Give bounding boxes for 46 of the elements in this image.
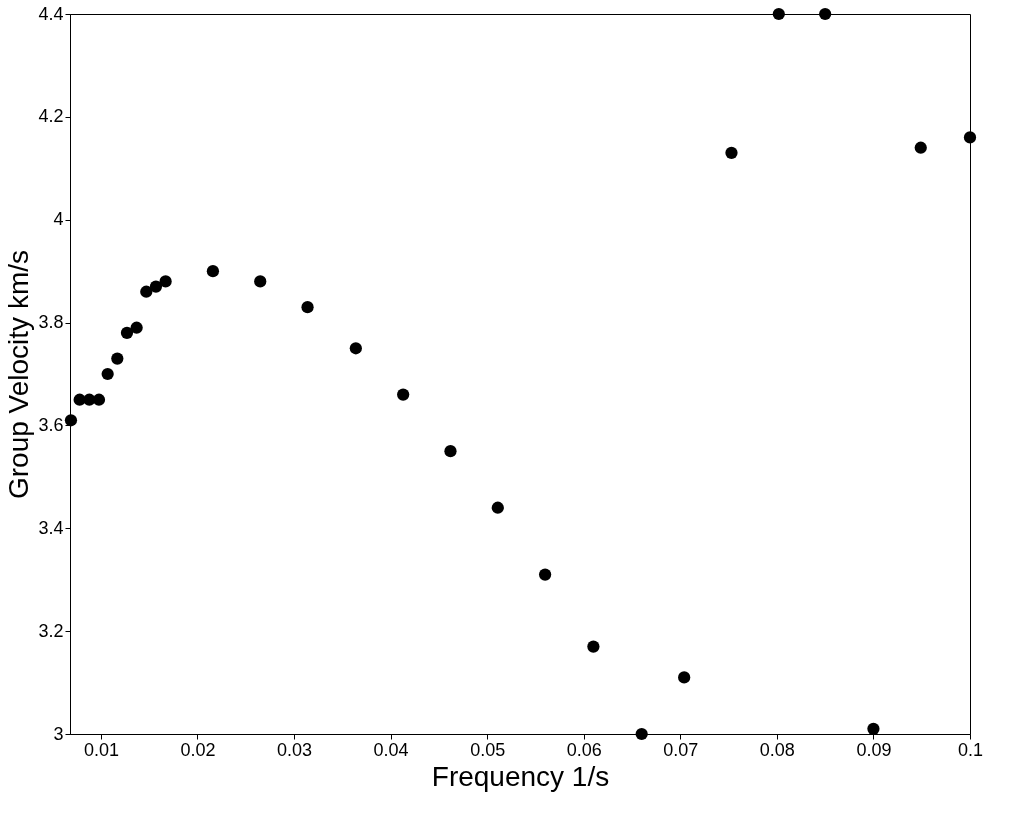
point [111,352,124,365]
point [92,393,106,406]
x-tick-label: 0.02 [180,739,216,760]
y-tick-label: 3.8 [38,312,64,333]
point [444,445,457,458]
x-tick-label: 0.05 [470,739,506,760]
x-tick-label: 0.03 [277,739,313,760]
point [140,285,153,298]
point [397,388,410,401]
x-tick-label: 0.09 [856,739,892,760]
point [206,265,220,278]
point [254,275,267,288]
y-tick-label: 3 [53,723,64,744]
point [301,301,314,314]
point [635,727,648,741]
y-tick-label: 3.2 [38,620,64,641]
point [130,321,143,334]
point [587,640,600,653]
y-tick-label: 4.4 [38,3,64,24]
point [120,326,134,339]
point [64,414,78,427]
point [725,146,738,159]
x-tick-label: 0.07 [663,739,699,760]
x-tick-label: 0.06 [566,739,602,760]
x-tick-label: 0.01 [83,739,119,760]
x-tick-label: 0.04 [373,739,409,760]
point [491,501,504,514]
y-tick-label: 4.2 [38,106,64,127]
point [772,7,785,21]
point [819,7,832,21]
point [349,342,362,355]
point [538,568,552,581]
y-tick-label: 3.4 [38,517,64,538]
point [678,671,691,684]
x-tick-label: 0.1 [957,739,984,760]
x-tick-label: 0.08 [759,739,795,760]
point [963,131,977,144]
y-tick-label: 4 [53,209,64,230]
point [914,141,927,154]
y-tick-label: 3.6 [38,414,64,435]
point [867,722,880,735]
x-axis-title: Frequency 1/s [431,760,610,792]
point [149,280,163,293]
point [101,367,114,381]
point [159,275,172,288]
y-axis-title: Group Velocity km/s [3,250,35,499]
